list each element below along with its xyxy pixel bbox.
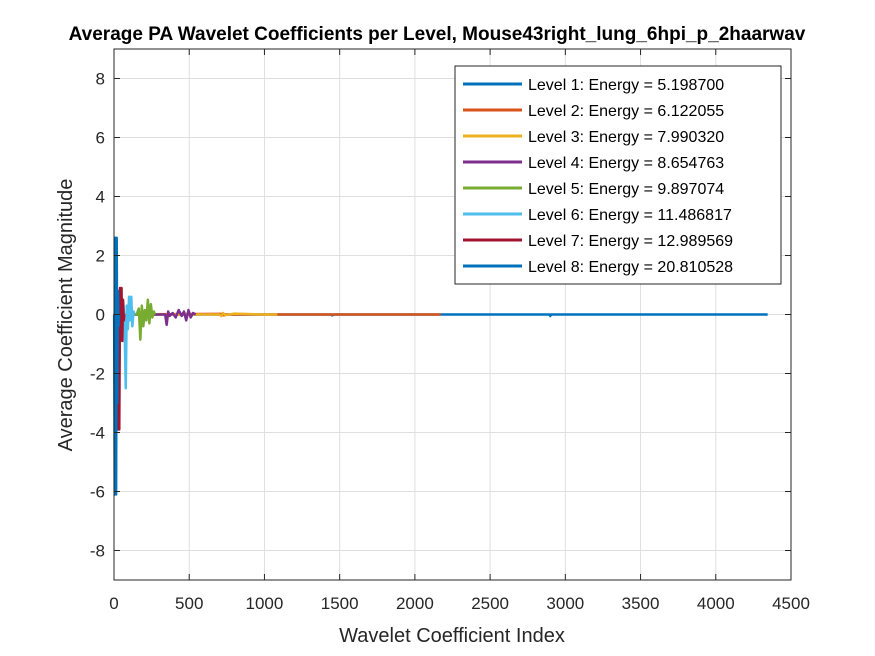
legend-label-level-8: Level 8: Energy = 20.810528 — [528, 259, 733, 276]
x-tick-label: 4000 — [697, 594, 735, 613]
legend-label-level-1: Level 1: Energy = 5.198700 — [528, 77, 724, 94]
legend-box — [454, 65, 782, 285]
series-line-level-4 — [114, 308, 197, 327]
x-tick-label: 0 — [109, 594, 118, 613]
y-axis-label: Average Coefficient Magnitude — [55, 179, 77, 452]
series-line-level-5 — [114, 298, 157, 341]
chart-title: Average PA Wavelet Coefficients per Leve… — [69, 24, 806, 45]
legend: Level 1: Energy = 5.198700 Level 2: Energ… — [454, 65, 782, 285]
y-tick-label: 6 — [96, 129, 105, 148]
x-tick-label: 3000 — [546, 594, 584, 613]
y-tick-label: 0 — [96, 306, 105, 325]
x-tick-label: 500 — [175, 594, 203, 613]
legend-label-level-2: Level 2: Energy = 6.122055 — [528, 103, 724, 120]
legend-label-level-3: Level 3: Energy = 7.990320 — [528, 129, 724, 146]
legend-label-level-4: Level 4: Energy = 8.654763 — [528, 155, 724, 172]
series-line-level-3 — [114, 311, 278, 318]
y-tick-label: -8 — [90, 542, 105, 561]
y-tick-label: -4 — [90, 424, 105, 443]
x-tick-label: 3500 — [622, 594, 660, 613]
x-tick-label: 2000 — [396, 594, 434, 613]
x-tick-label: 2500 — [471, 594, 509, 613]
y-tick-label: 8 — [96, 70, 105, 89]
y-tick-label: -6 — [90, 483, 105, 502]
x-tick-label: 1500 — [321, 594, 359, 613]
legend-label-level-6: Level 6: Energy = 11.486817 — [528, 207, 732, 224]
legend-label-level-5: Level 5: Energy = 9.897074 — [528, 181, 724, 198]
x-axis-label: Wavelet Coefficient Index — [339, 625, 565, 647]
y-tick-label: -2 — [90, 365, 105, 384]
legend-label-level-7: Level 7: Energy = 12.989569 — [528, 233, 733, 250]
x-tick-label: 1000 — [246, 594, 284, 613]
y-tick-label: 2 — [96, 247, 105, 266]
x-tick-label: 4500 — [772, 594, 810, 613]
y-tick-label: 4 — [96, 188, 105, 207]
